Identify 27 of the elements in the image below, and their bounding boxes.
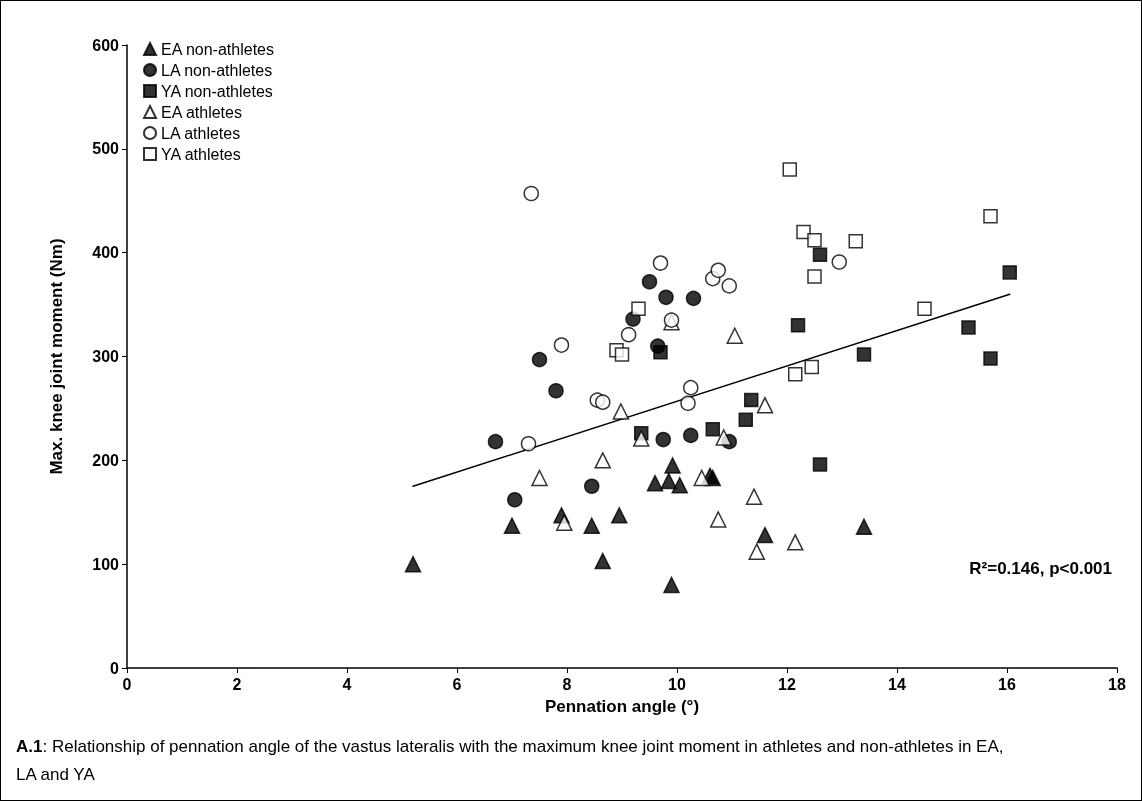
text: A.1: Relationship of pennation angle of the vastus lateralis with the maximum knee joint moment in athletes and non-athletes in EA, LA and YA [16, 736, 1005, 786]
legend-label: LA non-athletes [161, 61, 273, 79]
x-axis-title: Pennation angle (°) [544, 697, 700, 716]
y-tick-label: 400 [92, 244, 120, 262]
y-tick-label: 100 [92, 555, 120, 573]
x-tick-label: 0 [122, 675, 132, 693]
legend-label: YA athletes [161, 145, 241, 163]
y-tick-label: 500 [92, 140, 120, 158]
x-tick-label: 18 [1108, 675, 1126, 693]
x-tick-label: 10 [668, 675, 686, 693]
legend-label: EA non-athletes [161, 40, 274, 58]
x-tick-label: 6 [452, 675, 462, 693]
legend-label: EA athletes [161, 103, 242, 121]
x-tick-label: 8 [562, 675, 572, 693]
y-tick-label: 200 [92, 451, 120, 469]
x-tick-label: 4 [342, 675, 352, 693]
legend-label: LA athletes [161, 124, 241, 142]
y-tick-label: 600 [92, 36, 120, 54]
y-tick-label: 0 [110, 659, 120, 677]
legend-label: YA non-athletes [161, 82, 273, 100]
x-tick-label: 14 [888, 675, 906, 693]
y-axis-title: Max. knee joint moment (Nm) [47, 238, 66, 475]
x-tick-label: 2 [232, 675, 242, 693]
annotation: R²=0.146, p<0.001 [969, 559, 1113, 578]
y-tick-label: 300 [92, 348, 120, 365]
x-tick-label: 12 [778, 675, 796, 693]
x-tick-label: 16 [998, 675, 1016, 693]
